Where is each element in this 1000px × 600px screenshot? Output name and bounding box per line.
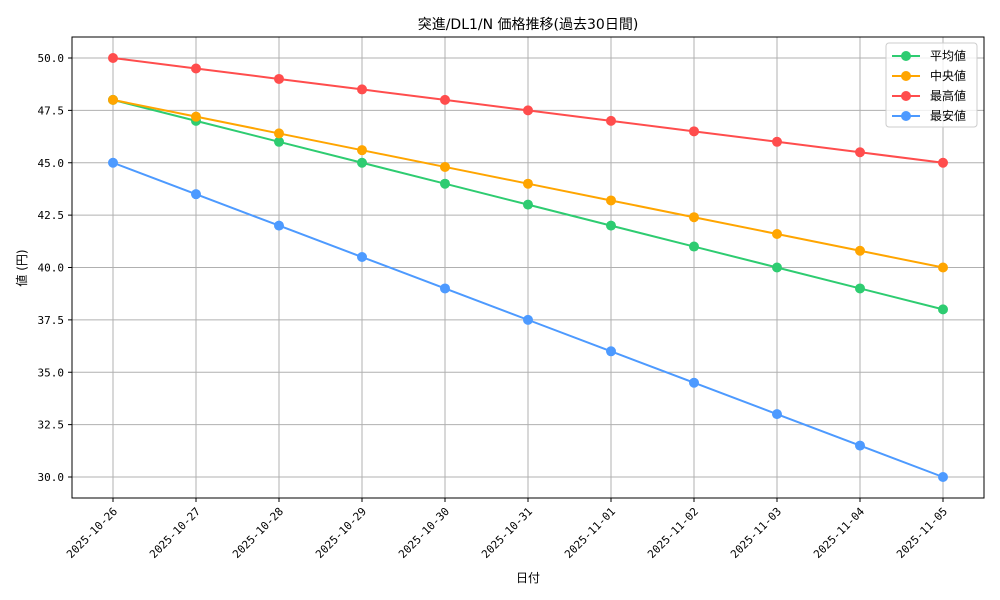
y-tick-label: 45.0 [38, 157, 65, 170]
y-tick-label: 42.5 [38, 209, 65, 222]
data-point-marker [689, 212, 699, 223]
data-point-marker [108, 53, 118, 63]
data-point-marker [191, 111, 201, 122]
data-point-marker [772, 228, 782, 239]
data-point-marker [357, 84, 367, 95]
chart-title: 突進/DL1/N 価格推移(過去30日間) [418, 17, 639, 33]
series-最安値 [108, 157, 948, 482]
data-point-marker [108, 157, 118, 168]
x-tick-label: 2025-10-26 [64, 505, 120, 561]
data-point-marker [440, 161, 450, 172]
data-point-marker [855, 147, 865, 158]
legend-item: 最安値 [892, 108, 966, 123]
x-axis-label: 日付 [516, 571, 540, 585]
data-point-marker [855, 283, 865, 294]
y-axis-label: 値 (円) [14, 249, 29, 286]
data-point-marker [606, 115, 616, 126]
series-中央値 [108, 94, 948, 273]
data-point-marker [938, 472, 948, 482]
legend-label: 平均値 [930, 48, 966, 63]
legend-item: 中央値 [892, 68, 966, 83]
x-tick-label: 2025-11-02 [645, 505, 701, 561]
data-point-marker [523, 199, 533, 210]
legend-marker-icon [901, 91, 911, 101]
x-tick-label: 2025-11-05 [894, 505, 950, 561]
x-tick-label: 2025-11-04 [811, 505, 867, 561]
data-point-marker [274, 73, 284, 84]
data-point-marker [440, 178, 450, 189]
data-point-marker [689, 241, 699, 252]
legend-marker-icon [901, 111, 911, 121]
x-tick-label: 2025-10-27 [147, 505, 203, 561]
data-point-marker [938, 304, 948, 315]
data-point-marker [357, 157, 367, 168]
data-point-marker [938, 157, 948, 168]
data-point-marker [357, 252, 367, 263]
y-tick-label: 50.0 [38, 52, 65, 65]
data-point-marker [523, 314, 533, 325]
data-point-marker [440, 283, 450, 294]
data-point-marker [689, 377, 699, 388]
legend-item: 平均値 [892, 48, 966, 63]
y-tick-label: 30.0 [38, 471, 65, 484]
x-tick-label: 2025-11-01 [562, 505, 618, 561]
y-tick-label: 40.0 [38, 262, 65, 275]
data-point-marker [938, 262, 948, 273]
legend-item: 最高値 [892, 88, 966, 103]
legend-label: 最安値 [930, 108, 966, 123]
x-tick-label: 2025-10-29 [313, 505, 369, 561]
x-tick-label: 2025-10-28 [230, 505, 286, 561]
data-point-marker [191, 63, 201, 74]
data-point-marker [274, 128, 284, 139]
legend-box [885, 42, 978, 128]
x-tick-label: 2025-10-30 [396, 505, 452, 561]
data-point-marker [606, 346, 616, 357]
y-tick-label: 47.5 [38, 104, 65, 117]
legend-marker-icon [901, 51, 911, 61]
data-point-marker [357, 145, 367, 156]
legend-label: 中央値 [930, 68, 966, 83]
y-axis-ticks: 30.0 32.5 35.0 37.5 40.0 42.5 45.0 47.5 50.0 [38, 52, 72, 484]
data-point-marker [108, 94, 118, 105]
y-tick-label: 37.5 [38, 314, 65, 327]
data-point-marker [191, 189, 201, 200]
data-point-marker [855, 440, 865, 451]
data-point-marker [689, 126, 699, 137]
data-point-marker [772, 409, 782, 420]
data-point-marker [772, 262, 782, 273]
data-point-marker [274, 220, 284, 231]
x-axis-ticks: 2025-10-26 2025-10-27 2025-10-28 2025-10-29… [64, 498, 950, 561]
data-point-marker [772, 136, 782, 147]
legend-label: 最高値 [930, 88, 966, 103]
y-tick-label: 35.0 [38, 366, 65, 379]
data-point-marker [440, 94, 450, 105]
x-tick-label: 2025-11-03 [728, 505, 784, 561]
y-tick-label: 32.5 [38, 419, 65, 432]
data-point-marker [855, 245, 865, 256]
data-point-marker [523, 105, 533, 116]
data-series [108, 53, 948, 482]
data-point-marker [606, 220, 616, 231]
data-point-marker [274, 136, 284, 147]
data-point-marker [523, 178, 533, 189]
legend-marker-icon [901, 71, 911, 81]
series-最高値 [108, 53, 948, 168]
x-tick-label: 2025-10-31 [479, 505, 535, 561]
data-point-marker [606, 195, 616, 206]
